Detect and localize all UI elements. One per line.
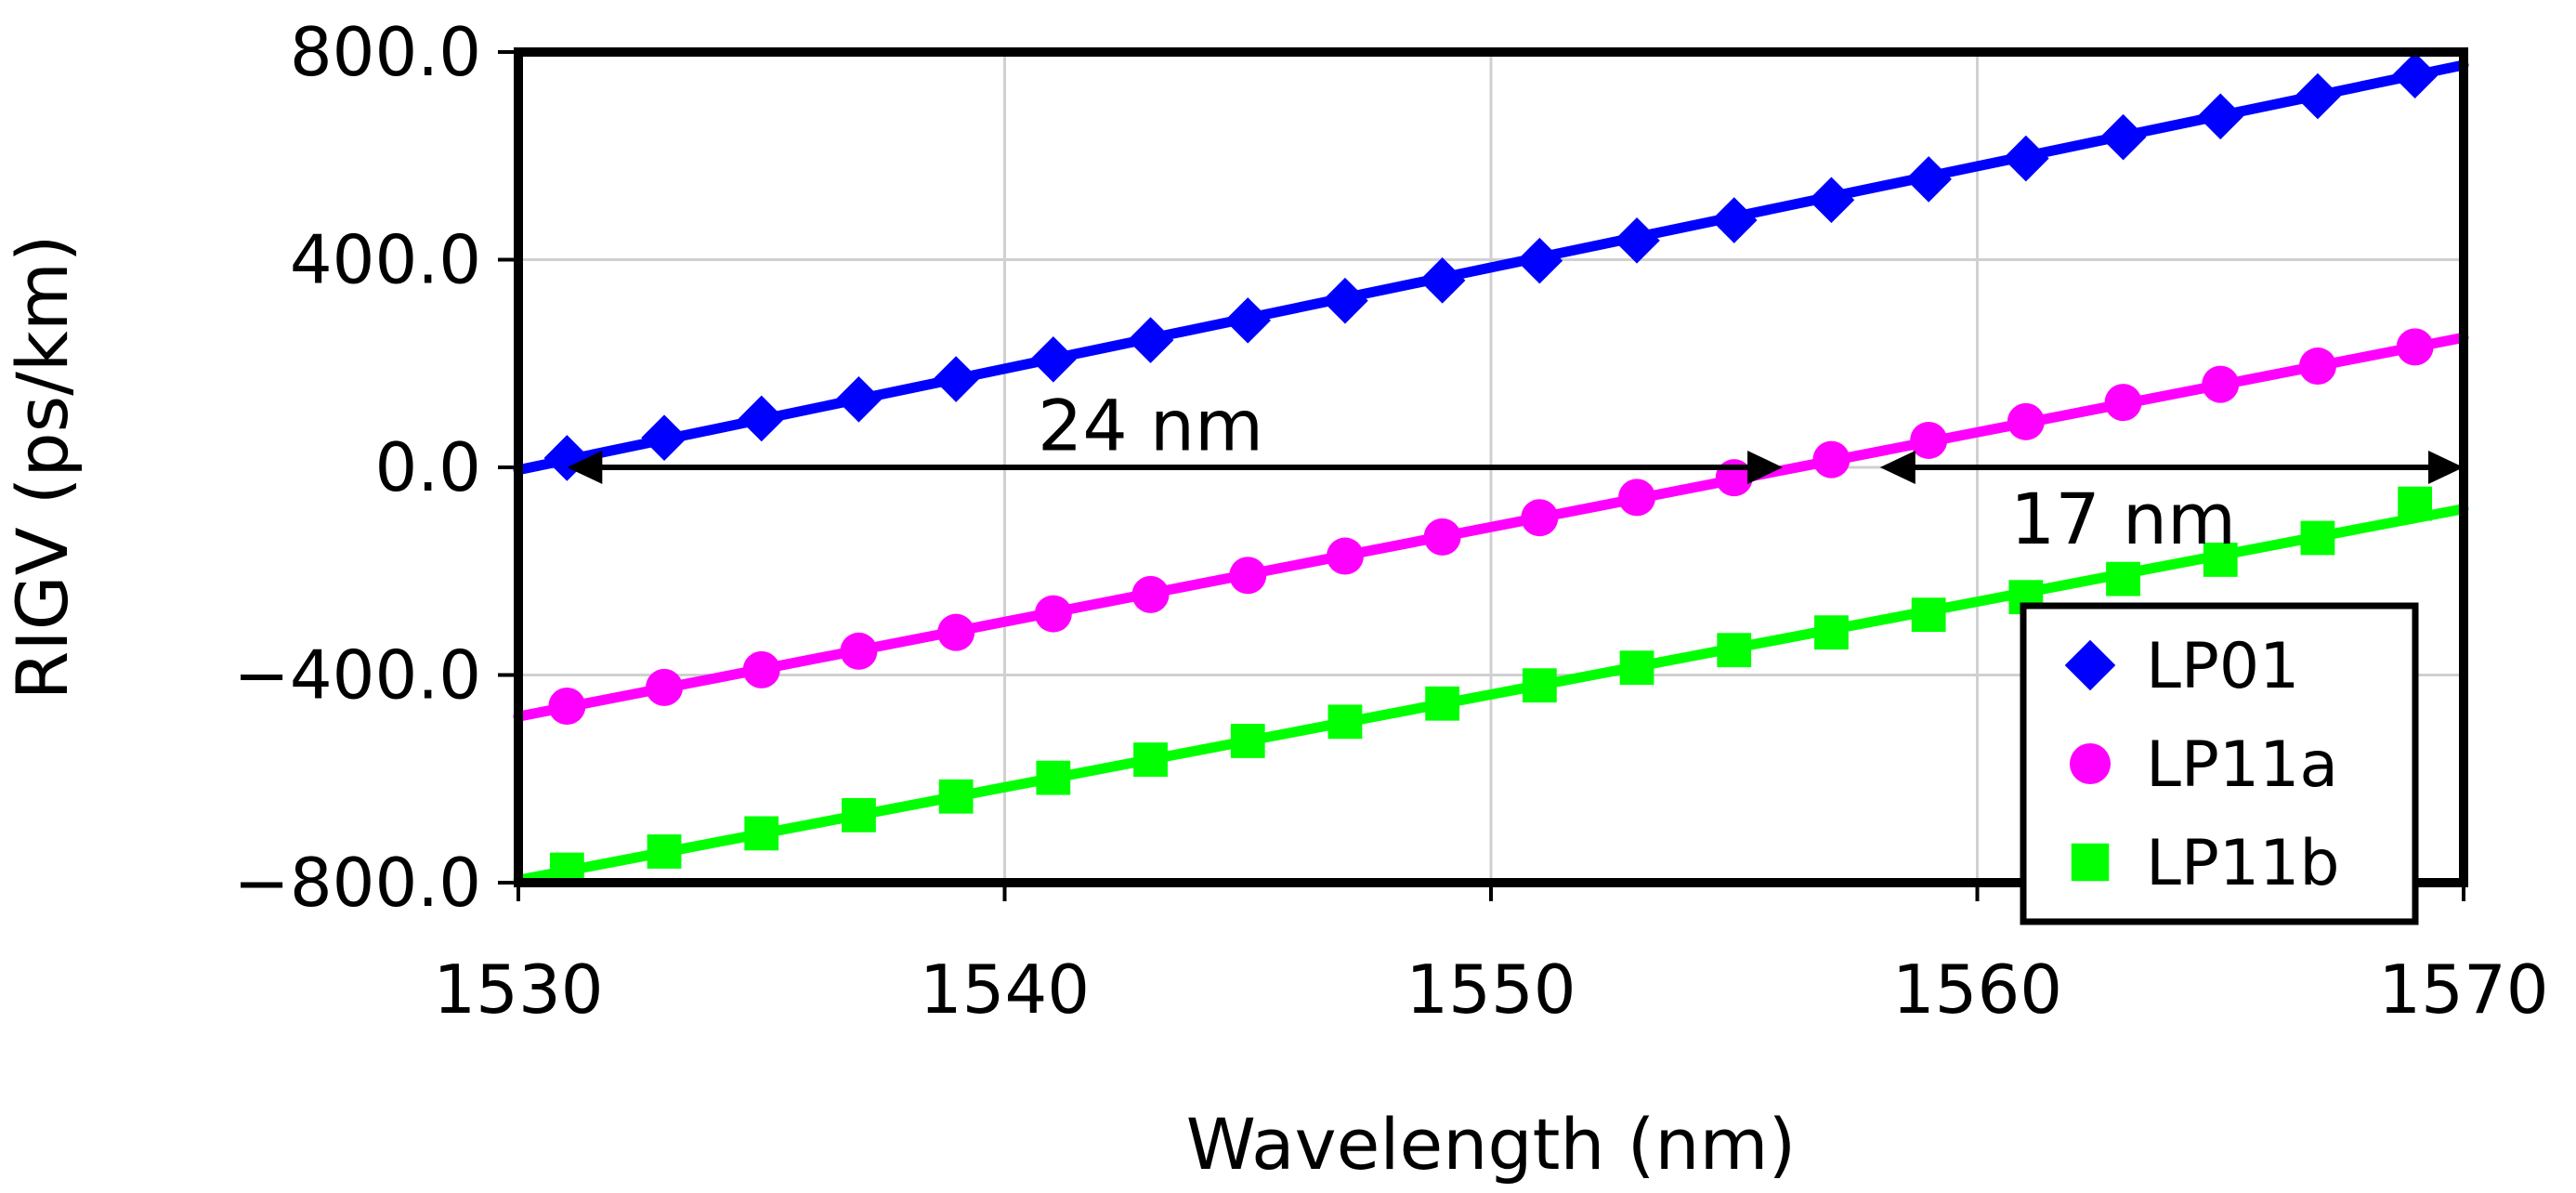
data-point-lp11b [1619, 650, 1654, 686]
legend-label-lp01: LP01 [2146, 630, 2299, 703]
data-point-lp01 [1614, 217, 1660, 264]
data-point-lp11a [2396, 328, 2434, 366]
data-point-lp01 [738, 395, 785, 442]
y-tick-label: 800.0 [290, 13, 481, 91]
data-point-lp11b [938, 779, 974, 814]
data-point-lp11b [1522, 668, 1557, 703]
x-tick-label: 1560 [1892, 950, 2062, 1029]
series-lp11a [513, 328, 2469, 726]
data-point-lp11b [1133, 742, 1168, 777]
data-point-lp11a [2298, 347, 2336, 386]
data-point-lp11a [840, 632, 878, 670]
legend-label-lp11a: LP11a [2146, 728, 2338, 802]
annotation-2: 17 nm [1879, 451, 2464, 560]
x-tick-label: 1570 [2378, 950, 2548, 1029]
legend-label-lp11b: LP11b [2146, 827, 2340, 900]
data-point-lp11a [1618, 479, 1656, 517]
data-point-lp11a [1812, 440, 1850, 479]
data-point-lp11b [1036, 760, 1071, 795]
data-point-lp01 [1224, 297, 1272, 344]
data-point-lp11b [2398, 486, 2433, 521]
data-point-lp01 [2391, 52, 2439, 98]
data-point-lp01 [835, 376, 883, 423]
arrowhead-right [2428, 451, 2464, 484]
data-point-lp11b [842, 797, 876, 832]
data-point-lp11b [2106, 561, 2140, 596]
legend-marker-lp01 [2064, 639, 2116, 691]
data-point-lp01 [2003, 135, 2049, 182]
legend-marker-lp11a [2070, 743, 2111, 784]
data-point-lp11a [1423, 518, 1461, 556]
data-point-lp11a [1034, 595, 1072, 633]
x-axis-title: Wavelength (nm) [1186, 1103, 1797, 1186]
data-point-lp01 [1808, 177, 1855, 224]
annotations: 24 nm 17 nm [567, 384, 2464, 560]
data-point-lp01 [1322, 277, 1368, 324]
data-point-lp01 [2197, 93, 2244, 140]
data-point-lp11b [1327, 704, 1363, 740]
data-point-lp11a [1229, 557, 1267, 595]
data-point-lp11a [1326, 537, 1364, 575]
annotation-1: 24 nm [567, 384, 1784, 484]
data-point-lp01 [2099, 113, 2147, 161]
x-tick-label: 1550 [1406, 950, 1576, 1029]
data-point-lp11b [1911, 597, 1946, 633]
y-tick-label: −800.0 [234, 844, 481, 922]
data-point-lp11a [742, 650, 780, 688]
x-tick-label: 1540 [920, 950, 1090, 1029]
data-point-lp01 [1030, 335, 1077, 383]
data-point-lp11a [646, 668, 684, 706]
data-point-lp01 [641, 414, 687, 461]
data-point-lp11b [647, 834, 682, 869]
data-point-lp11a [2202, 365, 2240, 403]
data-point-lp01 [1905, 156, 1952, 203]
x-axis-ticks: 1530 1540 1550 1560 1570 [433, 883, 2549, 1029]
series-group [513, 52, 2469, 887]
legend-marker-lp11b [2071, 843, 2110, 882]
annotation-label: 17 nm [2010, 478, 2236, 560]
data-point-lp11a [1910, 421, 1948, 459]
data-point-lp11a [2104, 384, 2142, 422]
arrowhead-right [1747, 451, 1784, 484]
data-point-lp01 [933, 356, 979, 402]
data-point-lp11a [937, 613, 975, 651]
y-tick-label: −400.0 [234, 636, 481, 714]
data-point-lp11b [2300, 520, 2335, 556]
data-point-lp11b [1230, 724, 1265, 758]
data-point-lp11a [548, 688, 586, 726]
data-point-lp11b [2203, 543, 2238, 577]
data-point-lp11b [1425, 686, 1460, 721]
y-tick-label: 400.0 [290, 221, 481, 299]
data-point-lp01 [1710, 197, 1758, 243]
data-point-lp11a [1131, 575, 1170, 613]
series-lp01 [513, 52, 2469, 481]
data-point-lp11a [2007, 402, 2045, 440]
data-point-lp11b [744, 816, 779, 851]
data-point-lp01 [1516, 237, 1563, 284]
y-axis-ticks: 800.0 400.0 0.0 −400.0 −800.0 [234, 13, 518, 922]
annotation-label: 24 nm [1038, 384, 1263, 466]
data-point-lp01 [2295, 72, 2341, 120]
x-tick-label: 1530 [433, 950, 603, 1029]
data-point-lp01 [1127, 317, 1174, 363]
data-point-lp11b [1717, 633, 1752, 668]
arrowhead-left [567, 451, 603, 484]
legend: LP01 LP11a LP11b [2020, 602, 2419, 925]
y-axis-title: RIGV (ps/km) [1, 234, 84, 700]
arrowhead-left [1879, 451, 1916, 484]
data-point-lp11a [1521, 499, 1559, 537]
data-point-lp11b [1814, 615, 1849, 650]
y-tick-label: 0.0 [374, 428, 481, 506]
data-point-lp01 [1419, 257, 1466, 304]
